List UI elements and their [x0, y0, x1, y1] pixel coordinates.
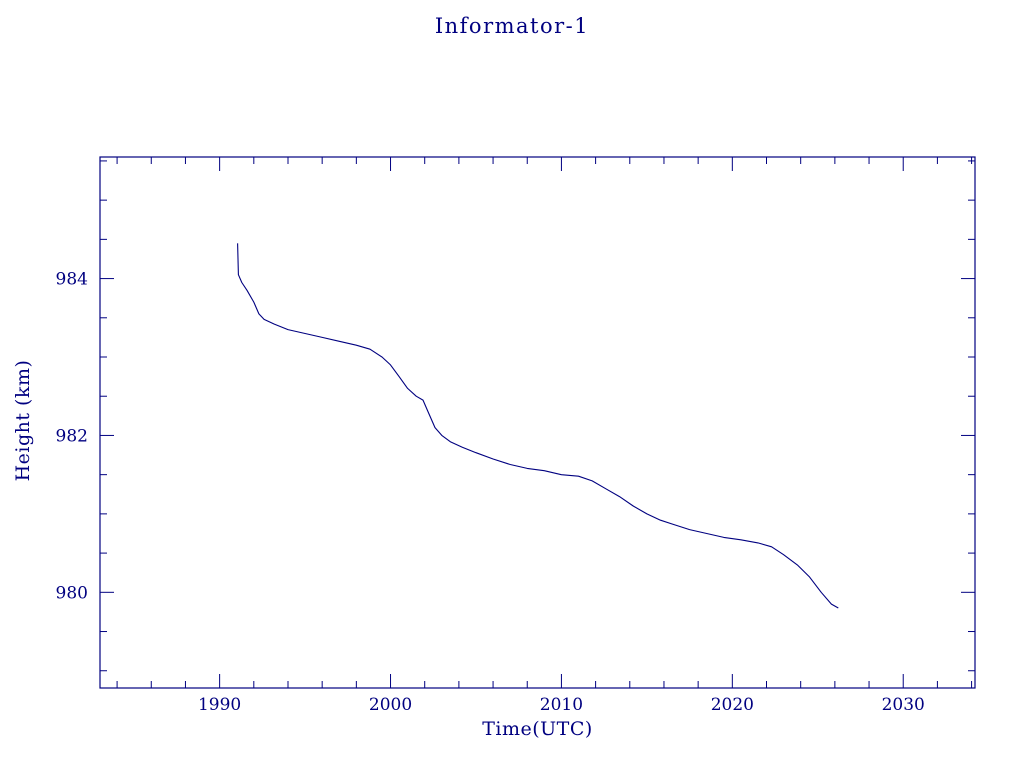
x-tick-label: 2010	[540, 695, 583, 715]
x-tick-label: 1990	[198, 695, 241, 715]
x-tick-label: 2030	[882, 695, 925, 715]
data-line-0	[237, 243, 839, 609]
y-tick-label: 980	[56, 583, 88, 603]
y-tick-label: 984	[56, 270, 88, 290]
x-tick-label: 2000	[369, 695, 412, 715]
chart-title: Informator-1	[434, 14, 590, 38]
x-axis-label: Time(UTC)	[482, 718, 593, 740]
y-tick-label: 982	[56, 426, 88, 446]
plot-frame	[99, 156, 976, 689]
x-tick-label: 2020	[711, 695, 754, 715]
